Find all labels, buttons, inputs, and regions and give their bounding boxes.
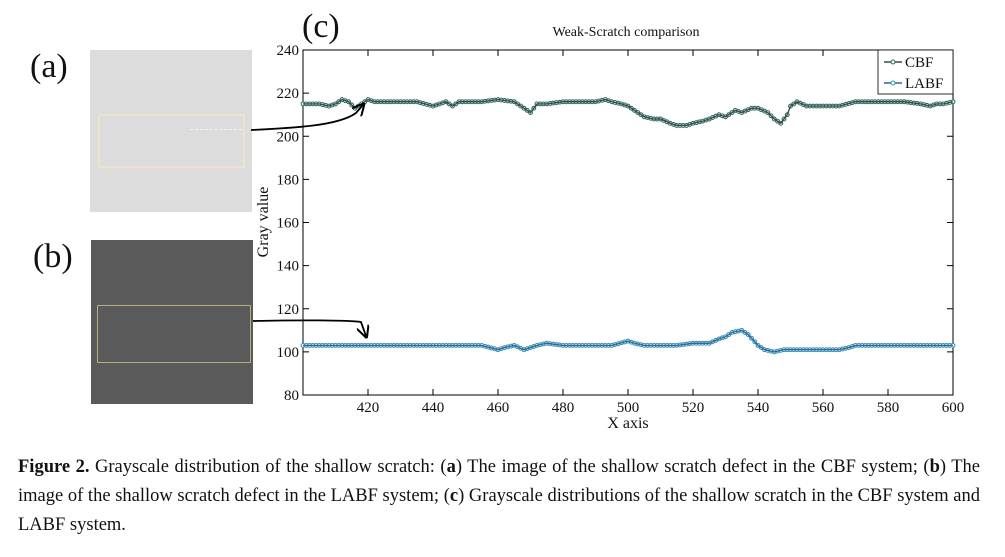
legend-marker-labf bbox=[890, 80, 896, 86]
x-tick-label: 440 bbox=[422, 400, 445, 416]
legend: CBF LABF bbox=[877, 49, 954, 95]
y-tick-label: 80 bbox=[284, 388, 299, 404]
labf-scratch-image bbox=[91, 240, 253, 404]
y-tick-label: 120 bbox=[277, 302, 300, 318]
figure-caption: Figure 2. Grayscale distribution of the … bbox=[18, 453, 980, 540]
x-tick-label: 520 bbox=[682, 400, 705, 416]
caption-lead: Grayscale distribution of the shallow sc… bbox=[89, 457, 447, 477]
y-axis: 80 100 120 140 160 180 200 220 240 bbox=[277, 43, 953, 404]
y-axis-label: Gray value bbox=[255, 187, 272, 258]
legend-box bbox=[877, 49, 954, 95]
y-tick-label: 140 bbox=[277, 259, 300, 275]
caption-b-ref: b bbox=[929, 457, 940, 477]
y-tick-label: 100 bbox=[277, 345, 300, 361]
x-tick-label: 560 bbox=[812, 400, 835, 416]
x-tick-label: 580 bbox=[877, 400, 900, 416]
x-tick-label: 600 bbox=[942, 400, 965, 416]
panel-label-b: (b) bbox=[33, 238, 73, 275]
legend-label-labf: LABF bbox=[905, 76, 943, 92]
legend-marker-cbf bbox=[890, 59, 896, 65]
y-tick-label: 180 bbox=[277, 172, 300, 188]
x-tick-label: 500 bbox=[617, 400, 640, 416]
y-tick-label: 220 bbox=[277, 86, 300, 102]
caption-a-text: ) The image of the shallow scratch defec… bbox=[455, 457, 930, 477]
cbf-scratch-image bbox=[90, 50, 252, 212]
cbf-series-line bbox=[303, 98, 954, 127]
chart-title: Weak-Scratch comparison bbox=[553, 25, 700, 40]
y-tick-label: 200 bbox=[277, 129, 300, 145]
x-tick-label: 480 bbox=[552, 400, 575, 416]
weak-scratch-chart: Weak-Scratch comparison 80 100 120 140 160 18… bbox=[250, 25, 965, 432]
series-layer bbox=[300, 97, 956, 355]
x-tick-label: 540 bbox=[747, 400, 770, 416]
panel-label-c: (c) bbox=[302, 8, 340, 45]
x-axis: 420 440 460 480 500 520 540 560 580 600 bbox=[357, 50, 965, 416]
panel-label-a: (a) bbox=[30, 48, 68, 85]
y-tick-label: 240 bbox=[277, 43, 300, 59]
cbf-roi-box bbox=[98, 114, 245, 168]
caption-c-text: ) Grayscale distributions of the shallow… bbox=[18, 486, 980, 535]
x-tick-label: 420 bbox=[357, 400, 380, 416]
x-tick-label: 460 bbox=[487, 400, 510, 416]
cbf-scratch-line bbox=[190, 129, 242, 130]
labf-series-line bbox=[303, 329, 953, 353]
x-axis-label: X axis bbox=[607, 415, 648, 432]
caption-a-ref: a bbox=[446, 457, 456, 477]
legend-label-cbf: CBF bbox=[905, 55, 933, 71]
annotation-arrow-labf bbox=[252, 319, 366, 336]
caption-c-ref: c bbox=[449, 486, 459, 506]
labf-roi-box bbox=[97, 305, 251, 363]
annotation-arrow-cbf bbox=[250, 105, 363, 131]
figure-label: Figure 2. bbox=[18, 457, 90, 477]
caption-b-text: ) The image of the shallow scratch defec… bbox=[18, 457, 980, 506]
y-tick-label: 160 bbox=[277, 216, 300, 232]
